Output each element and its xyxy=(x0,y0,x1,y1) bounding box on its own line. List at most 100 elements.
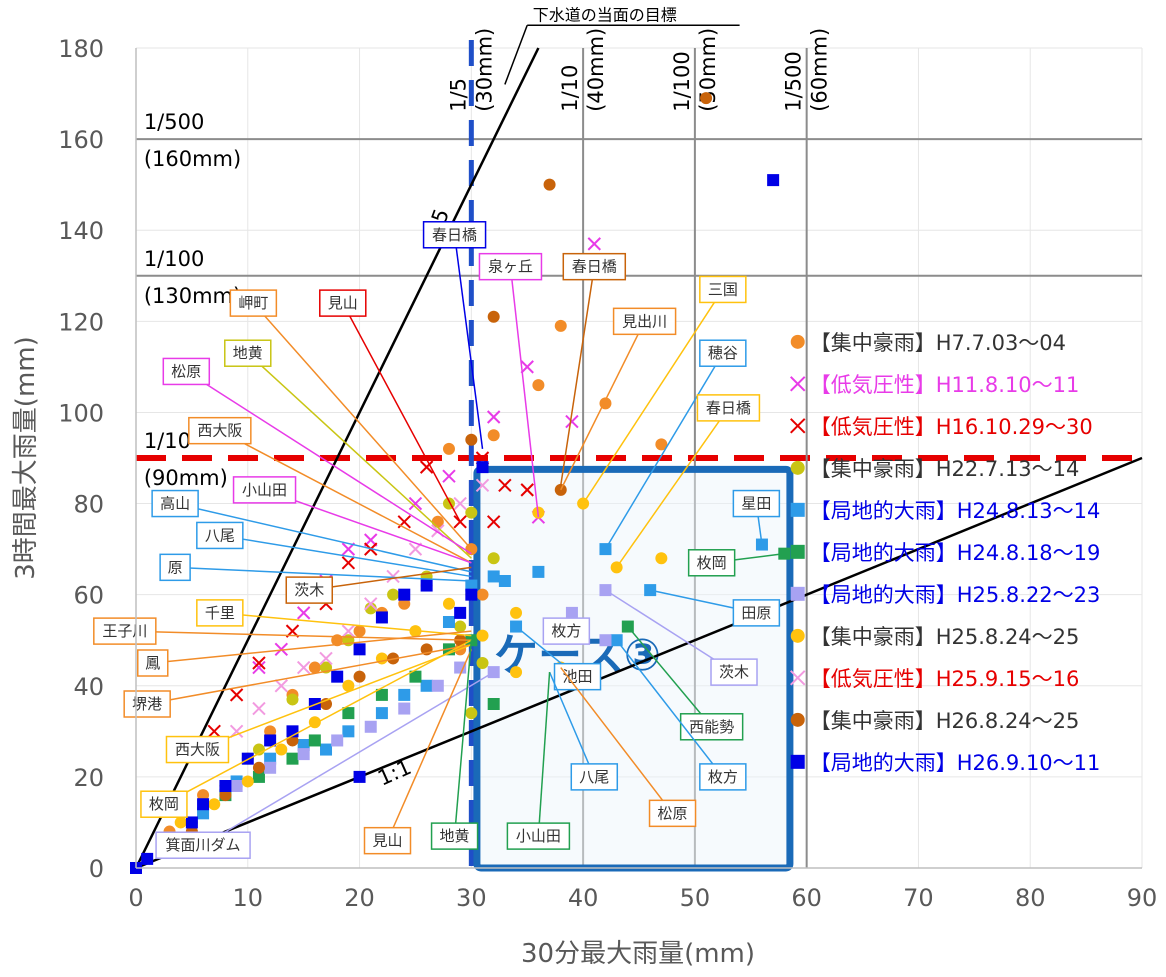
data-point xyxy=(387,588,400,601)
marker-stroke xyxy=(274,679,289,693)
data-point xyxy=(487,698,500,710)
x-tick-label: 0 xyxy=(128,884,143,912)
data-point xyxy=(510,666,523,679)
reference-label-v: (60mm) xyxy=(808,28,832,112)
data-point xyxy=(408,496,423,511)
reference-label-h: (130mm) xyxy=(144,284,241,308)
data-point xyxy=(655,552,668,565)
callout-box xyxy=(224,339,272,367)
callout-label: 鳳 xyxy=(145,654,160,672)
callout-label: 枚岡 xyxy=(697,554,727,572)
data-point xyxy=(532,379,545,392)
x-axis-label: 30分最大雨量(mm) xyxy=(521,939,755,969)
data-point xyxy=(453,496,467,511)
data-point xyxy=(398,597,411,610)
data-points-layer xyxy=(130,92,791,874)
data-point xyxy=(141,852,154,865)
data-point xyxy=(331,670,344,683)
data-point xyxy=(241,775,254,788)
callout-box xyxy=(430,822,479,850)
callout-leader xyxy=(604,352,724,550)
data-point xyxy=(252,770,265,783)
callout-leader xyxy=(202,671,495,846)
data-point xyxy=(308,661,321,674)
data-point xyxy=(342,725,355,738)
data-point xyxy=(554,319,567,332)
marker-stroke xyxy=(453,496,467,511)
data-point xyxy=(353,770,366,783)
marker-stroke xyxy=(520,360,534,374)
marker-stroke xyxy=(520,483,534,497)
data-point xyxy=(398,588,411,601)
callout-leader xyxy=(386,649,473,841)
reference-label-v: (40mm) xyxy=(584,28,608,112)
marker-stroke xyxy=(475,478,490,493)
callout-leader xyxy=(509,266,540,518)
legend-marker xyxy=(790,544,805,559)
callout-leader xyxy=(627,626,713,728)
reference-label-h: 1/10 xyxy=(144,429,191,453)
data-point xyxy=(341,556,356,570)
marker-stroke xyxy=(296,660,311,675)
legend-entry: 【低気圧性】H11.8.10～11 xyxy=(810,373,1080,397)
legend-marker xyxy=(790,754,805,769)
ratio-line-1-1 xyxy=(135,456,1143,870)
data-point xyxy=(229,688,244,702)
callout-label: 王子川 xyxy=(102,622,147,640)
callout-leader xyxy=(219,430,472,564)
data-point xyxy=(487,429,500,442)
data-point xyxy=(420,579,433,592)
data-point xyxy=(487,570,500,583)
callout-box xyxy=(196,521,244,550)
legend-marker xyxy=(790,586,805,601)
data-point xyxy=(454,606,467,619)
callout-label: 春日橋 xyxy=(572,258,617,276)
data-point xyxy=(454,620,467,633)
marker-stroke xyxy=(386,569,400,584)
data-point xyxy=(341,624,356,638)
data-point xyxy=(420,679,433,692)
callout-box xyxy=(137,649,169,677)
data-point xyxy=(319,651,333,666)
data-point xyxy=(197,807,210,820)
callout-label: 八尾 xyxy=(205,526,235,544)
data-point xyxy=(286,752,299,765)
callout-box xyxy=(506,822,571,850)
reference-label-h: 1/100 xyxy=(144,247,205,271)
marker-stroke xyxy=(252,656,266,670)
x-tick-label: 50 xyxy=(680,884,711,912)
callout-box xyxy=(363,826,412,855)
callout-leader xyxy=(174,502,472,573)
data-point xyxy=(767,174,780,187)
callout-box xyxy=(648,799,697,828)
x-tick-label: 30 xyxy=(456,884,487,912)
data-point xyxy=(431,679,444,692)
legend-entry: 【低気圧性】H16.10.29～30 xyxy=(810,415,1093,439)
legend-marker xyxy=(790,460,805,475)
callout-label: 見山 xyxy=(328,294,358,312)
legend-marker xyxy=(790,334,805,349)
reference-label-h: (90mm) xyxy=(144,466,228,490)
callout-leader xyxy=(453,640,473,837)
callout-leader xyxy=(147,644,472,705)
data-point xyxy=(219,780,232,792)
marker-stroke xyxy=(486,410,501,424)
target-leader xyxy=(504,24,528,85)
legend-marker xyxy=(790,670,806,686)
callout-leader xyxy=(342,302,461,523)
callout-label: 松原 xyxy=(658,804,688,822)
data-point xyxy=(655,438,668,451)
callout-box xyxy=(229,289,278,317)
callout-box xyxy=(123,690,171,718)
data-point xyxy=(197,789,210,802)
data-point xyxy=(364,597,378,611)
legend-entry: 【局地的大雨】H24.8.18～19 xyxy=(810,541,1101,565)
legend-marker xyxy=(790,418,806,434)
data-point xyxy=(520,483,534,497)
data-point xyxy=(353,670,366,683)
callout-label: 小山田 xyxy=(242,481,287,499)
data-point xyxy=(252,660,266,675)
callout-leader xyxy=(163,639,472,805)
callout-box xyxy=(542,617,591,645)
callout-leader xyxy=(537,672,551,837)
